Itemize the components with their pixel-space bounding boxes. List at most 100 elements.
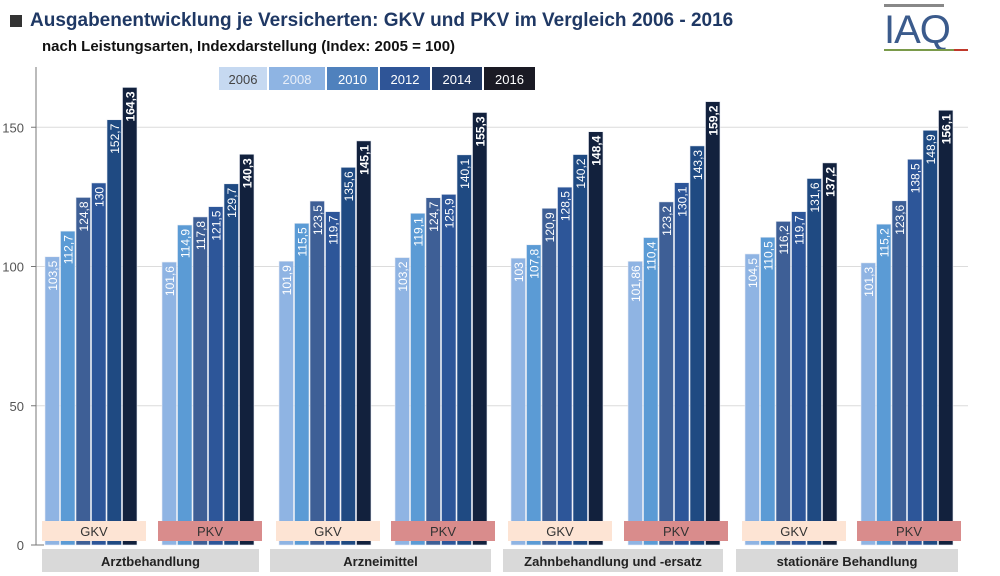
bar-GKV-2008 <box>294 223 310 546</box>
data-label: 164,3 <box>123 91 137 121</box>
insurer-label-box <box>42 521 146 541</box>
bar-PKV-2016 <box>472 112 488 546</box>
data-label: 101,86 <box>629 265 643 302</box>
data-label: 123,2 <box>660 206 674 236</box>
insurer-label-pkv: PKV <box>197 524 223 539</box>
insurer-label-box <box>742 521 846 541</box>
data-label: 115,2 <box>877 228 891 257</box>
bar-PKV-2006 <box>627 261 643 546</box>
data-label: 116,2 <box>777 225 791 254</box>
legend-label-2014: 2014 <box>443 72 472 87</box>
bar-PKV-2008 <box>643 237 659 546</box>
category-box <box>42 549 259 572</box>
data-label: 103,5 <box>46 260 60 290</box>
data-label: 115,5 <box>295 227 309 256</box>
bar-GKV-2010 <box>541 207 557 546</box>
y-tick-label: 50 <box>10 399 24 414</box>
data-label: 156,1 <box>939 114 953 144</box>
legend-label-2016: 2016 <box>495 72 524 87</box>
bar-PKV-2014 <box>689 145 705 546</box>
legend-swatch-2014 <box>432 67 482 90</box>
bar-PKV-2012 <box>441 194 457 546</box>
bar-GKV-2010 <box>775 221 791 546</box>
data-label: 148,4 <box>589 135 603 165</box>
bar-GKV-2010 <box>75 197 91 546</box>
bar-GKV-2016 <box>588 131 604 546</box>
data-label: 124,8 <box>77 201 91 231</box>
bar-GKV-2014 <box>106 119 122 546</box>
legend-swatch-2012 <box>380 67 430 90</box>
bar-PKV-2006 <box>860 262 876 546</box>
insurer-label-box <box>158 521 262 541</box>
category-box <box>736 549 958 572</box>
bullet-square-icon <box>10 15 22 27</box>
insurer-label-gkv: GKV <box>780 524 808 539</box>
data-label: 145,1 <box>357 145 371 175</box>
bar-PKV-2006 <box>394 257 410 546</box>
data-label: 135,6 <box>342 171 356 201</box>
data-label: 101,3 <box>862 267 876 297</box>
data-label: 110,5 <box>761 241 775 270</box>
bar-GKV-2006 <box>510 257 526 546</box>
data-label: 117,8 <box>194 221 208 250</box>
bar-GKV-2012 <box>557 186 573 546</box>
bar-PKV-2016 <box>239 153 255 546</box>
bar-PKV-2014 <box>456 154 472 546</box>
insurer-label-box <box>276 521 380 541</box>
legend-label-2012: 2012 <box>391 72 420 87</box>
title-text: Ausgabenentwicklung je Versicherten: GKV… <box>30 10 734 31</box>
data-label: 114,9 <box>178 229 192 258</box>
iaq-logo: IAQ <box>884 2 969 54</box>
data-label: 124,7 <box>427 201 441 231</box>
data-label: 143,3 <box>691 150 705 180</box>
legend-label-2006: 2006 <box>229 72 258 87</box>
bar-GKV-2012 <box>791 211 807 546</box>
bar-GKV-2008 <box>760 236 776 546</box>
bar-GKV-2006 <box>44 256 60 546</box>
bar-PKV-2012 <box>907 158 923 546</box>
bar-PKV-2008 <box>177 224 193 546</box>
insurer-label-box <box>508 521 612 541</box>
y-tick-label: 100 <box>2 260 24 275</box>
insurer-label-box <box>857 521 961 541</box>
data-label: 131,6 <box>808 182 822 212</box>
bar-PKV-2014 <box>922 130 938 546</box>
data-label: 101,6 <box>163 266 177 296</box>
data-label: 107,8 <box>527 248 541 278</box>
data-label: 101,9 <box>280 265 294 295</box>
bar-PKV-2008 <box>410 213 426 546</box>
category-label: Arztbehandlung <box>101 554 200 569</box>
legend-swatch-2010 <box>327 67 378 90</box>
insurer-label-gkv: GKV <box>314 524 342 539</box>
y-tick-label: 150 <box>2 120 24 135</box>
data-label: 130 <box>92 187 106 207</box>
legend-label-2010: 2010 <box>338 72 367 87</box>
category-label: stationäre Behandlung <box>777 554 918 569</box>
data-label: 140,2 <box>574 158 588 188</box>
category-label: Zahnbehandlung und -ersatz <box>524 554 702 569</box>
legend-label-2008: 2008 <box>283 72 312 87</box>
insurer-label-box <box>624 521 728 541</box>
data-label: 138,5 <box>908 163 922 193</box>
bar-GKV-2006 <box>278 260 294 546</box>
data-label: 119,7 <box>792 215 806 244</box>
data-label: 123,6 <box>893 204 907 234</box>
data-label: 119,7 <box>326 215 340 244</box>
bar-PKV-2010 <box>425 197 441 546</box>
insurer-label-pkv: PKV <box>663 524 689 539</box>
insurer-label-pkv: PKV <box>430 524 456 539</box>
data-label: 119,1 <box>411 217 425 246</box>
bar-PKV-2012 <box>208 206 224 546</box>
bar-GKV-2012 <box>325 211 341 546</box>
bar-PKV-2006 <box>161 261 177 546</box>
bar-PKV-2010 <box>192 216 208 546</box>
data-label: 125,9 <box>442 198 456 228</box>
bar-GKV-2008 <box>526 244 542 546</box>
data-label: 137,2 <box>823 167 837 197</box>
bar-GKV-2014 <box>340 167 356 546</box>
category-label: Arzneimittel <box>343 554 417 569</box>
insurer-label-pkv: PKV <box>896 524 922 539</box>
bar-GKV-2016 <box>356 140 372 546</box>
